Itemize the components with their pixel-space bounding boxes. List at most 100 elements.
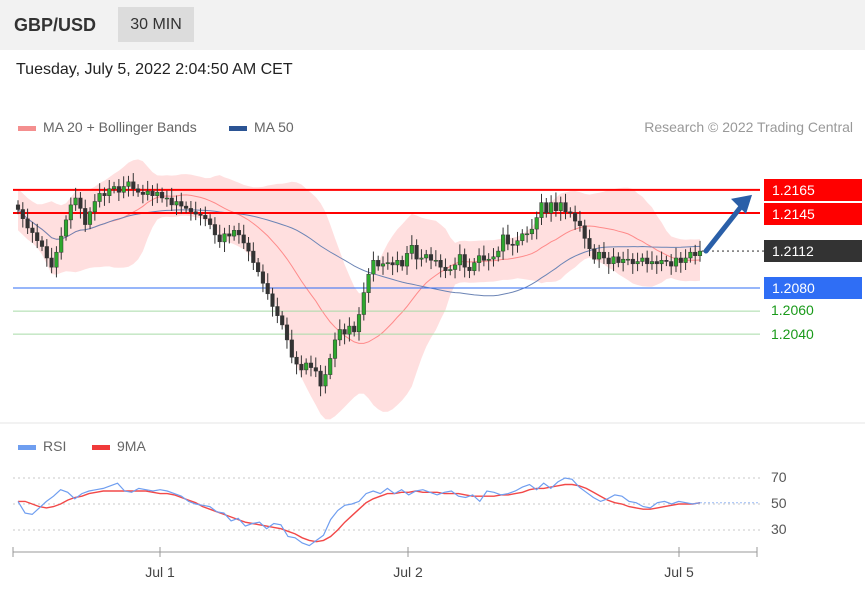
candle (54, 246, 59, 278)
candle (496, 246, 501, 262)
candle (477, 248, 482, 272)
candle (376, 255, 381, 271)
candle (83, 199, 88, 232)
bullish-candle-body (63, 219, 69, 237)
bearish-candle-body (15, 204, 21, 210)
candle (395, 251, 400, 273)
bearish-candle-body (510, 243, 515, 246)
candle (404, 246, 410, 275)
candle (630, 253, 635, 274)
candle (87, 207, 93, 230)
legend-rsi: RSI (18, 438, 66, 454)
bearish-candle-body (577, 220, 582, 226)
ma50-swatch (229, 125, 247, 131)
candle (409, 235, 414, 260)
bearish-candle-body (30, 227, 35, 233)
bearish-candle-body (35, 232, 40, 241)
candle (390, 256, 395, 276)
candle (92, 194, 97, 221)
candle (525, 226, 530, 243)
candle (30, 222, 35, 243)
bullish-candle-body (107, 188, 112, 196)
candle (380, 256, 386, 275)
bearish-candle-body (169, 197, 174, 206)
bearish-candle-body (251, 250, 256, 263)
bearish-candle-body (236, 230, 241, 236)
candle (155, 183, 160, 204)
candle (289, 329, 294, 364)
bullish-candle-body (155, 191, 160, 196)
bullish-candle-body (419, 257, 424, 260)
bearish-candle-body (227, 233, 232, 237)
candle (693, 244, 698, 265)
candle (587, 229, 592, 257)
bearish-candle-body (467, 266, 472, 271)
candle (347, 317, 352, 342)
candle (63, 215, 69, 241)
x-label-jul2: Jul 2 (393, 564, 423, 580)
bearish-candle-body (414, 245, 419, 260)
bullish-candle-body (409, 245, 414, 254)
candle (577, 210, 582, 232)
candle (68, 197, 73, 229)
candle (385, 252, 390, 270)
ma50-label: MA 50 (254, 119, 294, 135)
bullish-candle-body (92, 201, 97, 213)
candle (462, 248, 467, 278)
bullish-candle-body (68, 204, 73, 221)
bearish-candle-body (443, 266, 448, 271)
candle (39, 236, 45, 252)
bullish-candle-body (529, 228, 534, 235)
candle (179, 192, 184, 214)
x-label-jul1: Jul 1 (145, 564, 175, 580)
bearish-candle-body (20, 209, 25, 219)
candle (227, 225, 232, 244)
candle (635, 252, 640, 272)
candle (150, 185, 155, 206)
bearish-candle-body (568, 211, 573, 214)
candle (25, 208, 30, 234)
bearish-candle-body (78, 197, 83, 209)
ma50-line (17, 209, 701, 297)
candle (15, 200, 21, 215)
bullish-candle-body (380, 263, 386, 267)
bullish-candle-body (145, 190, 150, 195)
bearish-candle-body (102, 193, 107, 196)
bullish-candle-body (304, 362, 309, 371)
bearish-candle-body (573, 212, 578, 222)
candle (640, 253, 645, 267)
bullish-candle-body (347, 325, 352, 335)
candle (558, 196, 563, 221)
candle (621, 251, 626, 272)
bearish-candle-body (265, 283, 270, 295)
legend-rsi-ma: 9MA (92, 438, 146, 454)
candle (453, 257, 458, 279)
bullish-candle-body (640, 257, 645, 262)
bullish-candle-body (54, 251, 59, 268)
candle (400, 255, 405, 271)
candle (529, 219, 534, 240)
candle (308, 355, 314, 377)
bullish-candle-body (558, 202, 563, 211)
candle (664, 255, 669, 267)
candle (361, 282, 366, 321)
bullish-candle-body (97, 193, 102, 202)
candle (251, 242, 256, 270)
bearish-candle-body (188, 208, 193, 213)
bullish-candle-body (688, 251, 693, 259)
candle (501, 227, 506, 260)
candle (669, 254, 674, 275)
bearish-candle-body (308, 362, 314, 368)
candle (428, 247, 434, 270)
bearish-candle-body (318, 370, 323, 387)
candle (625, 249, 631, 266)
bullish-candle-body (371, 260, 376, 275)
bullish-candle-body (121, 186, 126, 193)
candle (616, 252, 621, 268)
candle (678, 252, 683, 273)
candle (174, 195, 179, 216)
bullish-candle-body (323, 374, 328, 387)
bullish-candle-body (549, 202, 554, 214)
bullish-candle-body (597, 251, 602, 260)
timeframe-badge[interactable]: 30 MIN (118, 7, 194, 42)
